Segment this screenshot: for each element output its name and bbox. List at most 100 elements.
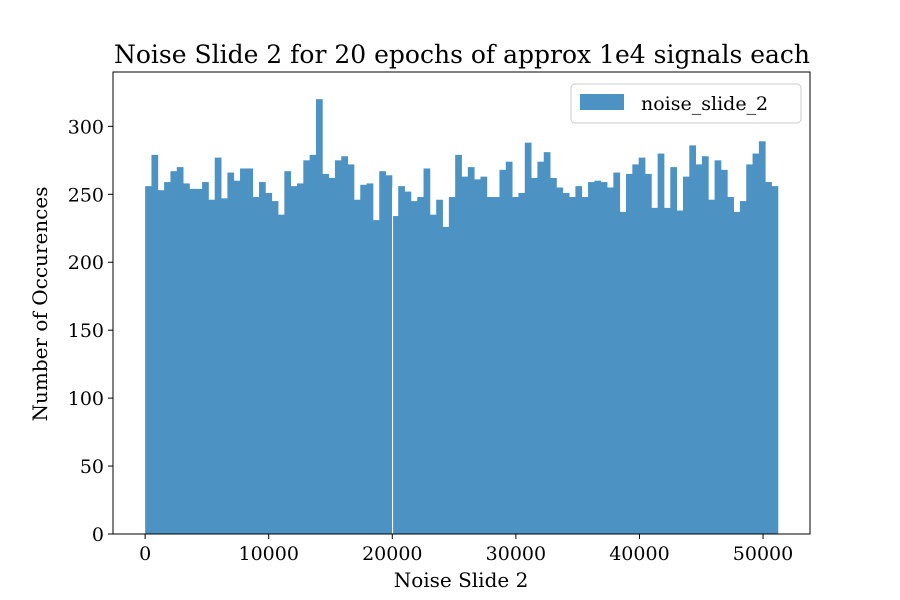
histogram-bar <box>214 157 222 534</box>
histogram-bar <box>467 167 475 534</box>
histogram-bar <box>480 176 488 535</box>
histogram-bar <box>372 220 380 535</box>
histogram-bar <box>353 199 361 534</box>
histogram-bar <box>221 198 228 534</box>
histogram-bar <box>562 192 570 534</box>
histogram-bar <box>189 188 197 534</box>
histogram-bar <box>594 180 602 535</box>
histogram-bar <box>423 168 431 534</box>
histogram-bar <box>708 199 715 534</box>
histogram-bar <box>543 152 551 534</box>
histogram-bar <box>322 173 330 535</box>
histogram-bar <box>720 169 728 534</box>
histogram-bar <box>278 214 285 535</box>
histogram-bar <box>607 187 614 534</box>
x-tick-label: 30000 <box>486 543 546 565</box>
histogram-bar <box>518 192 526 534</box>
histogram-bar <box>537 161 545 534</box>
histogram-bar <box>733 211 741 535</box>
histogram-bar <box>461 176 469 535</box>
x-axis-label: Noise Slide 2 <box>394 568 529 592</box>
histogram-bar <box>613 172 621 534</box>
histogram-bar <box>739 201 747 534</box>
histogram-bar <box>145 186 152 534</box>
histogram-bar <box>315 99 323 535</box>
histogram-bar <box>657 153 665 534</box>
histogram-bar <box>429 214 437 535</box>
y-tick-label: 150 <box>68 320 104 342</box>
y-tick-label: 300 <box>68 116 104 138</box>
histogram-bar <box>524 142 532 535</box>
histogram-bar <box>581 197 589 534</box>
axes-frame <box>112 71 811 535</box>
histogram-bar <box>752 153 760 534</box>
y-tick-label: 250 <box>68 184 104 206</box>
histogram-bar <box>531 177 538 535</box>
histogram-bar <box>170 171 178 534</box>
x-tick-label: 40000 <box>609 543 669 565</box>
histogram-bar <box>303 160 311 534</box>
histogram-bar <box>455 154 462 534</box>
histogram-bar <box>385 175 393 535</box>
plot-frame <box>112 71 811 535</box>
y-tick-label: 100 <box>68 388 104 410</box>
histogram-bar <box>556 187 564 534</box>
histogram-bar <box>328 177 336 535</box>
y-axis-label: Number of Occurences <box>28 187 52 422</box>
histogram-bar <box>512 197 519 534</box>
histogram-bar <box>505 161 513 534</box>
histogram-bar <box>701 156 709 534</box>
histogram-bar <box>208 199 216 534</box>
x-tick-label: 20000 <box>362 543 422 565</box>
histogram-bar <box>151 154 159 534</box>
histogram-bar <box>600 182 608 535</box>
histogram-bar <box>632 164 640 534</box>
histogram-bar <box>195 188 203 534</box>
histogram-bar <box>164 182 171 535</box>
histogram-bar <box>436 199 443 534</box>
histogram-bar <box>442 226 450 534</box>
x-tick-label: 0 <box>139 543 151 565</box>
histogram-bar <box>404 191 412 534</box>
x-tick-label: 50000 <box>733 543 793 565</box>
histogram-bar <box>183 183 190 534</box>
histogram-bar <box>366 183 374 534</box>
histogram-bar <box>227 172 235 534</box>
histogram-bar <box>417 197 424 534</box>
chart-title: Noise Slide 2 for 20 epochs of approx 1e… <box>114 40 810 69</box>
histogram-bar <box>695 164 703 534</box>
legend: noise_slide_2 <box>570 83 802 124</box>
histogram-bar <box>157 190 165 534</box>
histogram-bar <box>714 160 722 534</box>
histogram-bar <box>410 201 418 534</box>
histogram-bar <box>765 182 772 535</box>
histogram-bar <box>682 176 690 535</box>
x-axis-ticks: 0 10000 20000 30000 40000 50000 <box>139 534 793 565</box>
legend-frame <box>570 83 802 124</box>
legend-swatch <box>580 94 624 110</box>
bars-group <box>145 99 779 535</box>
histogram-bar <box>638 157 646 534</box>
histogram-bar <box>644 173 652 535</box>
histogram-bar <box>619 211 627 535</box>
histogram-bar <box>341 156 349 534</box>
histogram-bar <box>265 192 273 534</box>
histogram-bar <box>651 207 659 534</box>
histogram-bar <box>499 169 507 534</box>
histogram-bar <box>448 197 456 534</box>
histogram-bar <box>474 179 481 535</box>
histogram-bar <box>347 164 355 534</box>
y-tick-label: 0 <box>92 524 104 546</box>
histogram-bar <box>727 197 734 534</box>
histogram-bar <box>176 167 184 534</box>
histogram-bar <box>296 183 304 534</box>
histogram-bar <box>588 182 595 535</box>
histogram-bar <box>252 197 260 534</box>
histogram-bar <box>290 186 298 534</box>
histogram-bar <box>689 145 697 534</box>
histogram-bar <box>746 164 753 534</box>
legend-label: noise_slide_2 <box>641 93 768 115</box>
histogram-bar <box>202 182 209 535</box>
y-tick-label: 50 <box>80 456 104 478</box>
